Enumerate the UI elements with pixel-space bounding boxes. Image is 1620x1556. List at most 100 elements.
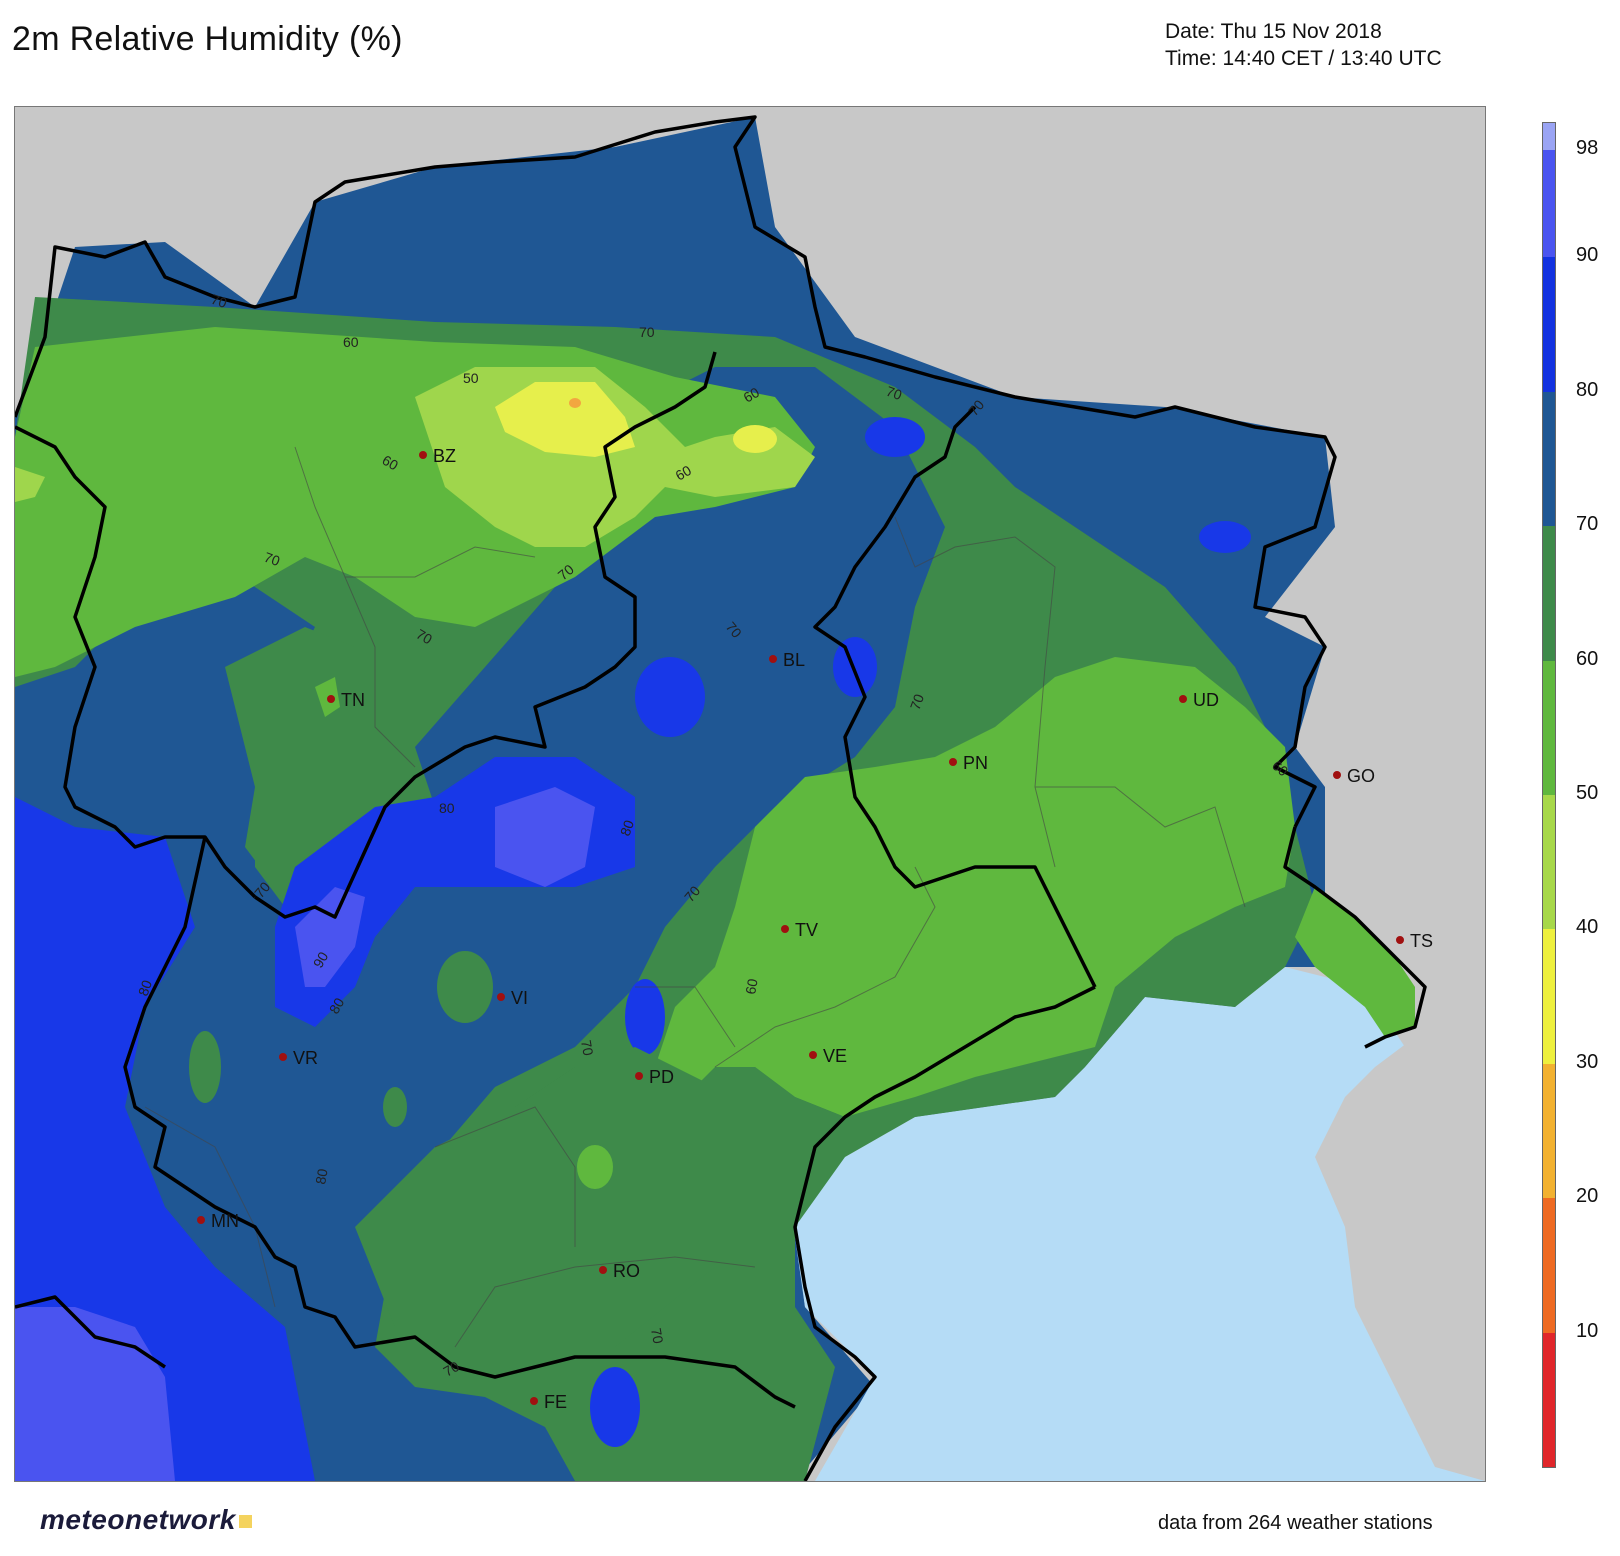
rh-60-70-vi-north <box>437 951 493 1023</box>
rh-80-90-pd <box>625 979 665 1055</box>
footer-note: data from 264 weather stations <box>1158 1512 1433 1534</box>
svg-text:VR: VR <box>293 1048 318 1068</box>
logo-text: meteonetwork <box>40 1504 236 1535</box>
date-line: Date: Thu 15 Nov 2018 <box>1165 20 1382 43</box>
station-tn: TN <box>327 690 365 710</box>
colorbar-segment <box>1543 660 1555 795</box>
svg-text:70: 70 <box>907 692 927 712</box>
svg-text:TN: TN <box>341 690 365 710</box>
rh-80-90-north <box>865 417 925 457</box>
colorbar-tick-label: 60 <box>1576 647 1599 670</box>
rh-50-60-east <box>655 657 1295 1117</box>
logo-square <box>238 1515 252 1528</box>
rh-20-30-spot <box>569 398 581 408</box>
svg-text:UD: UD <box>1193 690 1219 710</box>
rh-50-60-tn <box>315 677 340 717</box>
station-ve: VE <box>809 1046 847 1066</box>
station-pd: PD <box>635 1067 674 1087</box>
station-fe: FE <box>530 1392 567 1412</box>
colorbar-segment <box>1543 526 1555 661</box>
station-bz: BZ <box>419 446 456 466</box>
colorbar-segment <box>1543 929 1555 1064</box>
station-pn: PN <box>949 753 988 773</box>
svg-text:TS: TS <box>1410 931 1433 951</box>
colorbar-tick-label: 80 <box>1576 378 1599 401</box>
svg-text:VI: VI <box>511 988 528 1008</box>
colorbar-segment <box>1543 795 1555 930</box>
svg-text:60: 60 <box>673 462 695 484</box>
svg-text:60: 60 <box>741 384 763 406</box>
rh-30-40-bz <box>495 382 635 457</box>
svg-text:60: 60 <box>380 452 402 474</box>
rh-30-40-pocket <box>733 425 777 453</box>
svg-text:GO: GO <box>1347 766 1375 786</box>
station-mn: MN <box>197 1211 239 1231</box>
svg-text:70: 70 <box>414 626 436 648</box>
svg-text:60: 60 <box>343 334 359 350</box>
station-ro: RO <box>599 1261 640 1281</box>
svg-text:70: 70 <box>209 291 229 311</box>
rh-80-90-bl-east <box>833 637 877 697</box>
stations: BZ TN BL UD PN GO <box>197 446 1433 1412</box>
colorbar-tick-label: 30 <box>1576 1050 1599 1073</box>
svg-text:80: 80 <box>617 818 637 838</box>
svg-text:80: 80 <box>135 978 155 998</box>
map-title: 2m Relative Humidity (%) <box>12 20 403 58</box>
svg-text:70: 70 <box>441 1358 463 1380</box>
svg-text:MN: MN <box>211 1211 239 1231</box>
meteonetwork-logo: meteonetwork <box>40 1504 252 1536</box>
rh-90-98-vi <box>495 787 595 887</box>
rh-40-50-west-edge <box>15 467 45 502</box>
svg-text:80: 80 <box>439 800 455 816</box>
svg-text:BL: BL <box>783 650 805 670</box>
colorbar-segment <box>1543 391 1555 527</box>
svg-text:TV: TV <box>795 920 818 940</box>
rh-80-90-ne <box>1199 521 1251 553</box>
colorbar-segment <box>1543 1198 1555 1333</box>
rh-50-60-south <box>577 1145 613 1189</box>
colorbar-segment <box>1543 257 1555 392</box>
colorbar <box>1542 122 1556 1468</box>
rh-60-70-vr <box>189 1031 221 1103</box>
svg-text:70: 70 <box>648 1327 666 1345</box>
svg-text:50: 50 <box>463 370 479 386</box>
colorbar-tick-label: 98 <box>1576 136 1599 159</box>
colorbar-segment <box>1543 1063 1555 1199</box>
colorbar-tick-label: 20 <box>1576 1185 1599 1208</box>
svg-text:70: 70 <box>639 324 655 340</box>
svg-text:70: 70 <box>884 383 904 403</box>
rh-50-60-ts <box>1295 887 1415 1037</box>
station-bl: BL <box>769 650 805 670</box>
provincial-borders <box>144 446 1246 1348</box>
time-line: Time: 14:40 CET / 13:40 UTC <box>1165 47 1442 70</box>
adriatic-sea <box>795 967 1485 1481</box>
station-vi: VI <box>497 988 528 1008</box>
colorbar-segment <box>1543 1332 1555 1467</box>
colorbar-tick-label: 50 <box>1576 782 1599 804</box>
station-ts: TS <box>1396 931 1433 951</box>
rh-60-70-north <box>15 297 1315 1481</box>
svg-text:PN: PN <box>963 753 988 773</box>
station-tv: TV <box>781 920 818 940</box>
svg-text:70: 70 <box>262 549 282 569</box>
station-go: GO <box>1333 766 1375 786</box>
svg-text:80: 80 <box>326 995 348 1017</box>
svg-text:RO: RO <box>613 1261 640 1281</box>
svg-text:80: 80 <box>312 1167 330 1185</box>
colorbar-segment <box>1543 123 1555 150</box>
region-borders <box>15 115 1427 1481</box>
svg-text:VE: VE <box>823 1046 847 1066</box>
rh-80-90-west <box>15 797 315 1481</box>
station-ud: UD <box>1179 690 1219 710</box>
rh-90-98-vr <box>295 887 365 987</box>
rh-60-70-south <box>355 1047 735 1357</box>
rh-90-98-southwest <box>15 1307 175 1481</box>
colorbar-segment <box>1543 149 1555 258</box>
istria-coast <box>1315 1007 1485 1481</box>
station-vr: VR <box>279 1048 318 1068</box>
date-time-block: Date: Thu 15 Nov 2018 Time: 14:40 CET / … <box>1165 18 1442 72</box>
rh-60-70-vi-west <box>383 1087 407 1127</box>
colorbar-tick-label: 10 <box>1576 1319 1599 1342</box>
rh-80-90-bl <box>635 657 705 737</box>
humidity-map: BZ TN BL UD PN GO <box>14 106 1486 1482</box>
